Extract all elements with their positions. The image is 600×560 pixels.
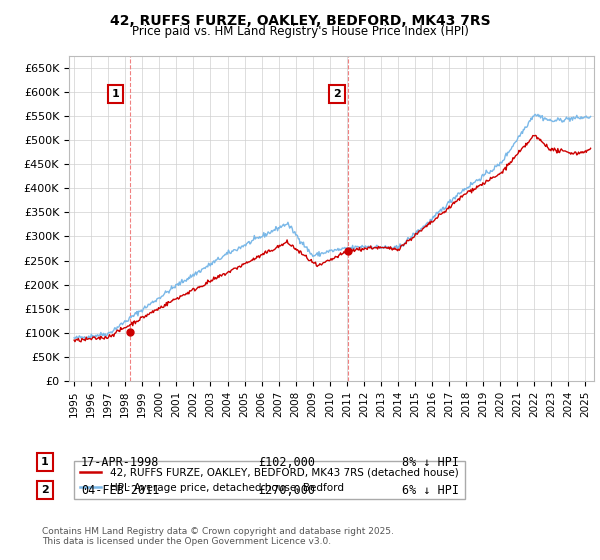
Legend: 42, RUFFS FURZE, OAKLEY, BEDFORD, MK43 7RS (detached house), HPI: Average price,: 42, RUFFS FURZE, OAKLEY, BEDFORD, MK43 7… xyxy=(74,461,464,499)
Text: 1: 1 xyxy=(41,457,49,467)
Text: Contains HM Land Registry data © Crown copyright and database right 2025.
This d: Contains HM Land Registry data © Crown c… xyxy=(42,526,394,546)
Text: £270,000: £270,000 xyxy=(258,483,315,497)
Text: 04-FEB-2011: 04-FEB-2011 xyxy=(81,483,160,497)
Text: 2: 2 xyxy=(333,89,341,99)
Text: 1: 1 xyxy=(112,89,119,99)
Text: 17-APR-1998: 17-APR-1998 xyxy=(81,455,160,469)
Text: 42, RUFFS FURZE, OAKLEY, BEDFORD, MK43 7RS: 42, RUFFS FURZE, OAKLEY, BEDFORD, MK43 7… xyxy=(110,14,490,28)
Text: 8% ↓ HPI: 8% ↓ HPI xyxy=(402,455,459,469)
Text: £102,000: £102,000 xyxy=(258,455,315,469)
Text: Price paid vs. HM Land Registry's House Price Index (HPI): Price paid vs. HM Land Registry's House … xyxy=(131,25,469,38)
Text: 6% ↓ HPI: 6% ↓ HPI xyxy=(402,483,459,497)
Text: 2: 2 xyxy=(41,485,49,495)
